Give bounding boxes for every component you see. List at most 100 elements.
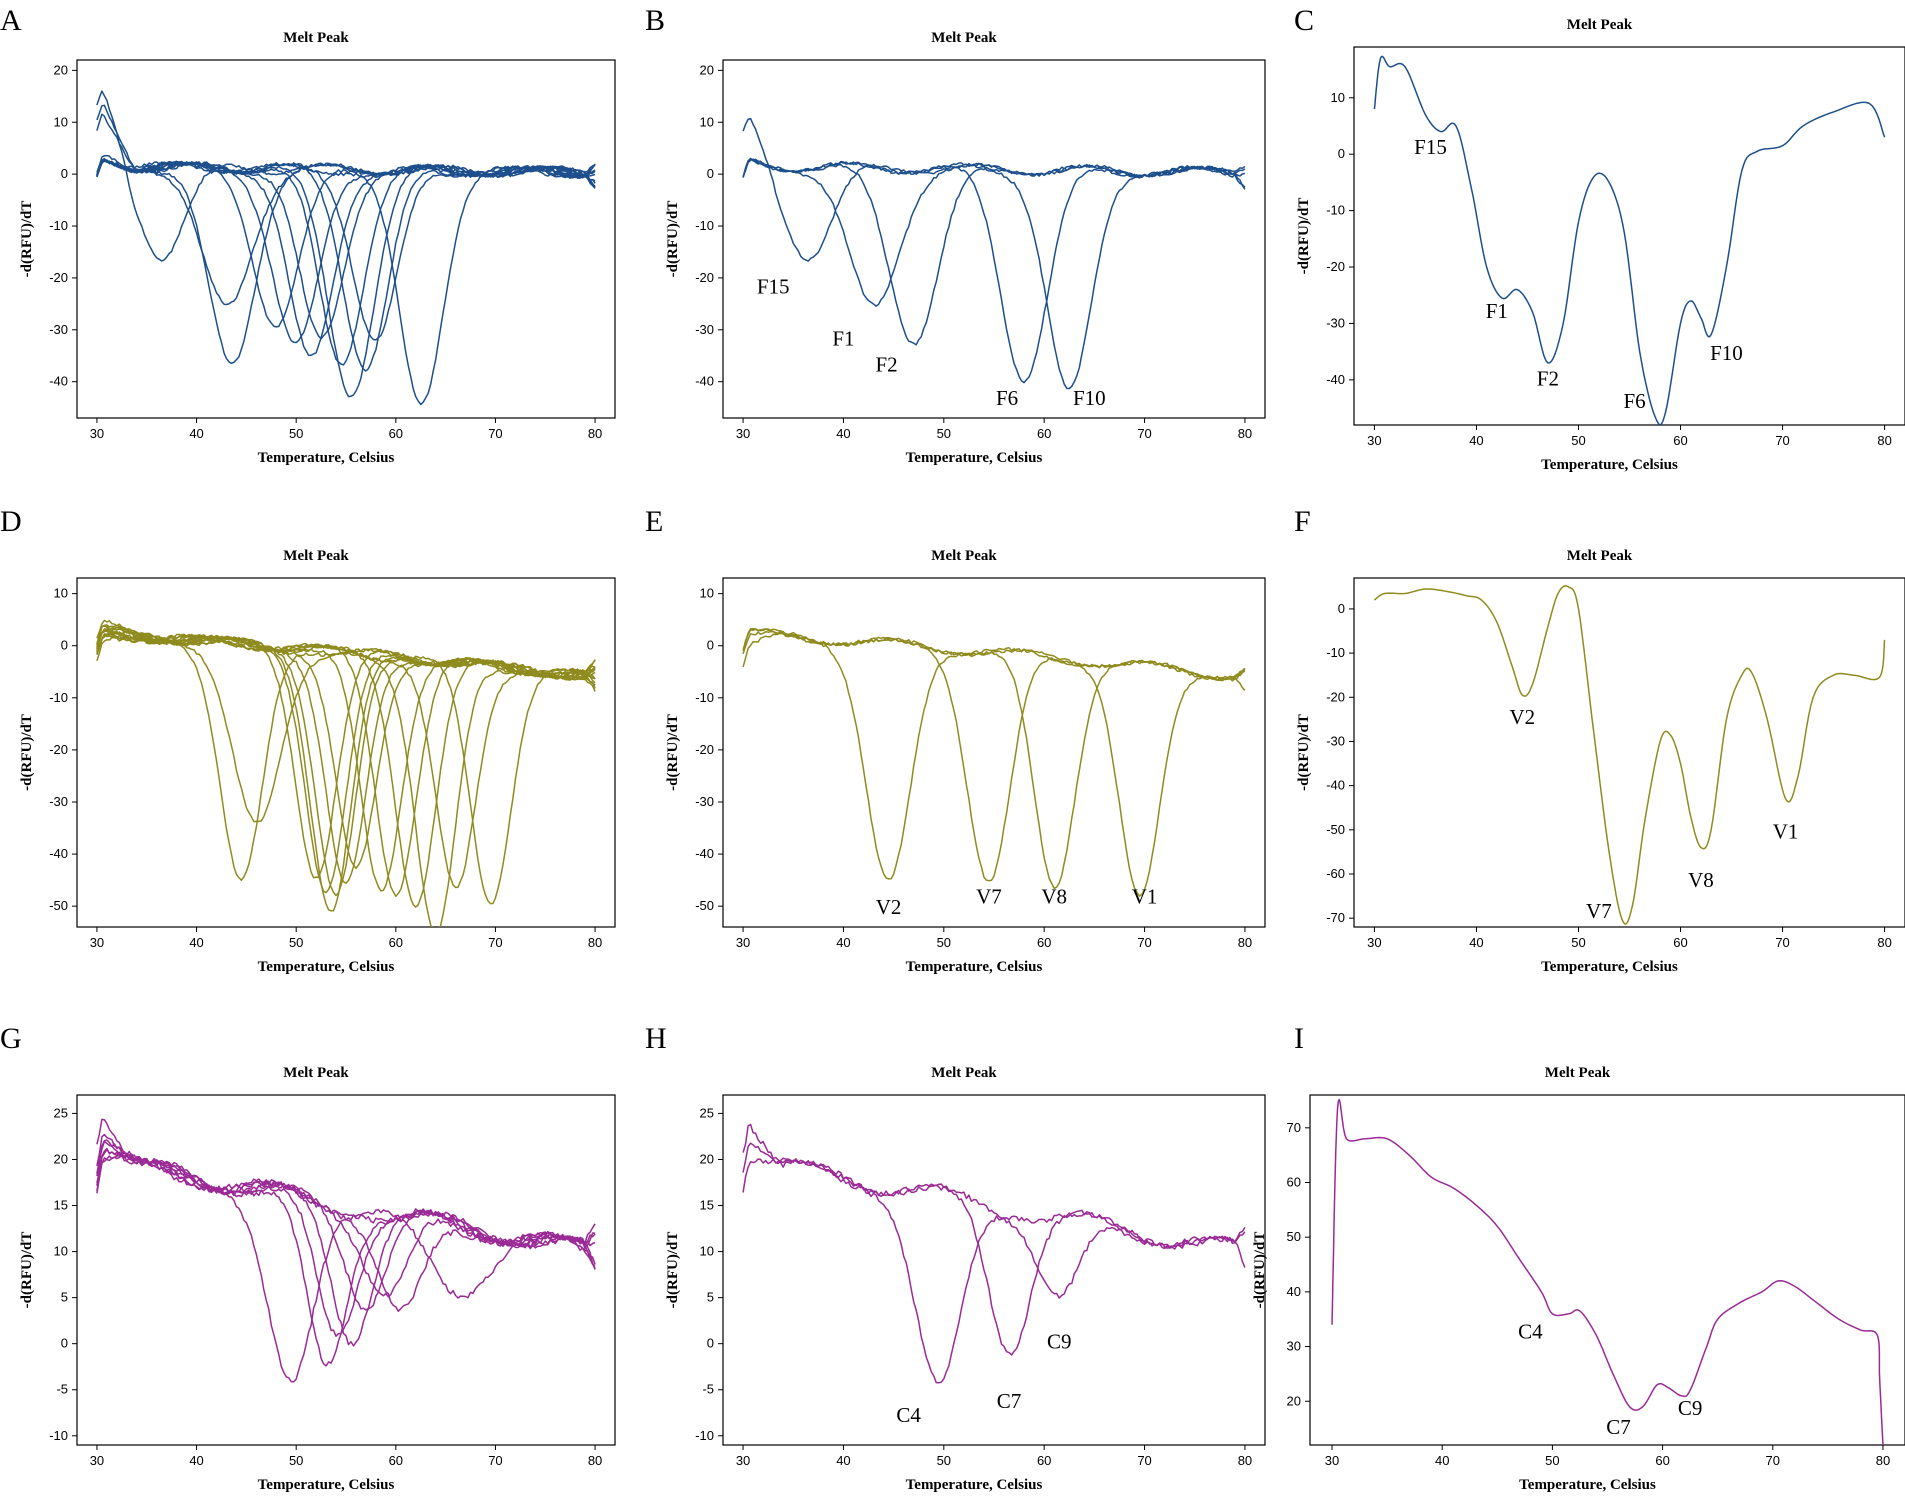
series-line-V7	[742, 628, 1246, 882]
x-axis-label: Temperature, Celsius	[906, 450, 1043, 466]
x-tick-label: 50	[937, 1453, 951, 1468]
plot-frame	[1353, 577, 1905, 928]
series-line-V1	[742, 630, 1246, 897]
x-tick-label: 70	[1137, 935, 1151, 950]
chart-title: Melt Peak	[931, 548, 997, 564]
peak-annotation: F15	[1414, 135, 1447, 159]
series-line-V2	[742, 628, 1246, 880]
peak-annotation: C9	[1047, 1329, 1072, 1353]
y-tick-label: 15	[700, 1198, 714, 1213]
panel-label: C	[1294, 4, 1314, 37]
x-axis-label: Temperature, Celsius	[258, 450, 395, 466]
peak-annotation: C7	[997, 1389, 1022, 1413]
peak-annotation: F2	[876, 352, 898, 376]
x-tick-label: 70	[1775, 935, 1789, 950]
x-axis-label: Temperature, Celsius	[1519, 1477, 1656, 1493]
y-tick-label: -40	[49, 374, 68, 389]
x-tick-label: 30	[90, 935, 104, 950]
panel-label: F	[1294, 505, 1311, 538]
panel-A: A Melt Peak 30 40 50 60 70 80 20 10 0 -10 -20 -30 -40 T…	[0, 4, 616, 466]
y-tick-label: 50	[1287, 1229, 1301, 1244]
x-tick-label: 50	[937, 426, 951, 441]
y-tick-label: -20	[49, 742, 68, 757]
y-tick-label: -10	[695, 1428, 714, 1443]
y-tick-label: 20	[700, 62, 714, 77]
y-tick-label: 0	[1338, 146, 1345, 161]
x-tick-label: 30	[90, 426, 104, 441]
series-line-s11	[96, 158, 596, 341]
panel-label: B	[645, 4, 665, 37]
peak-annotation: V8	[1041, 885, 1067, 909]
x-tick-label: 70	[488, 426, 502, 441]
series-line-F10	[742, 158, 1246, 390]
x-tick-label: 40	[836, 935, 850, 950]
panel-B: B Melt Peak 30 40 50 60 70 80 20 10 0 -10 -20 -30 -40 T…	[645, 4, 1266, 466]
series-line-s7	[96, 1154, 596, 1312]
series-line-V8	[742, 631, 1246, 890]
series-line-s4	[96, 1149, 596, 1347]
x-tick-label: 80	[588, 935, 602, 950]
peak-annotation: F15	[757, 274, 790, 298]
y-tick-label: 10	[700, 114, 714, 129]
y-tick-label: 0	[707, 1336, 714, 1351]
y-tick-label: 15	[54, 1198, 68, 1213]
peak-annotation: F1	[1486, 299, 1508, 323]
y-axis-label: -d(RFU)/dT	[1296, 714, 1312, 791]
x-tick-label: 70	[1137, 426, 1151, 441]
y-tick-label: -40	[49, 846, 68, 861]
x-tick-label: 40	[189, 935, 203, 950]
y-tick-label: 40	[1287, 1284, 1301, 1299]
y-tick-label: 5	[707, 1290, 714, 1305]
chart-title: Melt Peak	[931, 30, 997, 46]
y-tick-label: -70	[1326, 910, 1345, 925]
y-tick-label: 70	[1287, 1120, 1301, 1135]
y-tick-label: -10	[695, 218, 714, 233]
x-tick-label: 60	[1037, 1453, 1051, 1468]
y-tick-label: 10	[54, 114, 68, 129]
x-tick-label: 70	[1775, 433, 1789, 448]
peak-annotation: V2	[876, 895, 902, 919]
y-tick-label: 0	[61, 1336, 68, 1351]
y-tick-label: 10	[54, 586, 68, 601]
series-group	[96, 90, 596, 406]
series-line-F15	[742, 117, 1246, 262]
y-axis-label: -d(RFU)/dT	[665, 1232, 681, 1309]
x-tick-label: 60	[1037, 426, 1051, 441]
y-tick-label: 10	[700, 1244, 714, 1259]
y-tick-label: -20	[695, 742, 714, 757]
y-tick-label: -50	[49, 898, 68, 913]
x-tick-label: 40	[836, 426, 850, 441]
x-tick-label: 50	[289, 1453, 303, 1468]
peak-annotation: F10	[1073, 386, 1106, 410]
y-tick-label: 5	[61, 1290, 68, 1305]
series-line-C9	[742, 1157, 1246, 1299]
y-tick-label: -30	[49, 322, 68, 337]
x-tick-label: 80	[1238, 935, 1252, 950]
y-tick-label: 10	[700, 586, 714, 601]
x-axis-label: Temperature, Celsius	[1541, 457, 1678, 473]
y-tick-label: -10	[49, 690, 68, 705]
series-line-s2	[96, 627, 596, 823]
series-group	[1331, 1098, 1884, 1445]
series-line-F1	[742, 158, 1246, 307]
x-tick-label: 40	[189, 426, 203, 441]
y-tick-label: -50	[695, 898, 714, 913]
series-line-s4	[96, 627, 596, 894]
y-tick-label: 0	[1338, 601, 1345, 616]
y-tick-label: -5	[702, 1382, 714, 1397]
y-tick-label: 0	[61, 638, 68, 653]
plot-frame	[76, 1094, 616, 1446]
plot-frame	[1353, 46, 1905, 426]
x-tick-label: 70	[488, 935, 502, 950]
y-tick-label: -10	[695, 690, 714, 705]
series-group	[742, 117, 1246, 390]
y-tick-label: -40	[1326, 778, 1345, 793]
y-tick-label: -10	[49, 218, 68, 233]
x-tick-label: 60	[1037, 935, 1051, 950]
y-tick-label: -30	[695, 322, 714, 337]
chart-title: Melt Peak	[283, 548, 349, 564]
y-tick-label: -60	[1326, 866, 1345, 881]
peak-annotation: V1	[1132, 885, 1158, 909]
x-tick-label: 80	[1877, 935, 1891, 950]
